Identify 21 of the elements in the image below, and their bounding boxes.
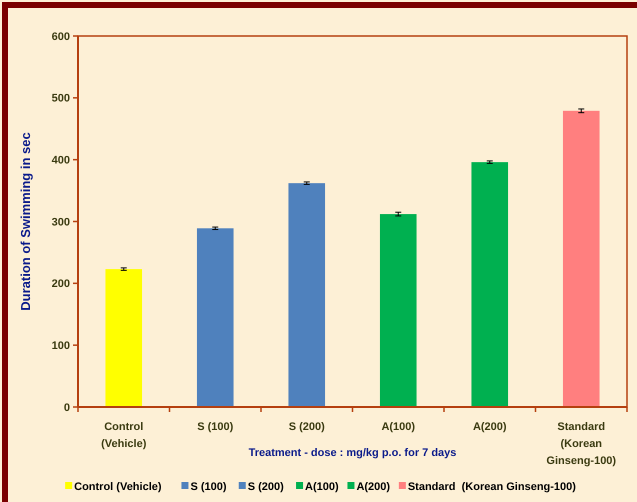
x-tick-label: A(100) (381, 421, 416, 433)
y-tick-label: 0 (64, 402, 70, 414)
x-tick-label: S (200) (288, 421, 326, 433)
legend-label: A(200) (356, 481, 390, 493)
y-axis-title: Duration of Swimming in sec (18, 132, 33, 311)
legend-label: Control (Vehicle) (74, 481, 162, 493)
y-tick-label: 600 (52, 30, 70, 43)
y-tick-label: 200 (52, 278, 70, 290)
x-tick-label: S (100) (197, 421, 234, 433)
x-axis-title: Treatment - dose : mg/kg p.o. for 7 days (248, 447, 456, 459)
y-tick-label: 300 (52, 216, 70, 228)
y-tick-label: 500 (52, 92, 70, 105)
x-tick-label: Standard (Korean Ginseng-100) (546, 421, 616, 467)
legend-label: S (200) (248, 481, 284, 493)
legend-label: S (100) (190, 481, 227, 493)
x-tick-label: Control (Vehicle) (101, 421, 147, 450)
legend-label: Standard (Korean Ginseng-100) (408, 481, 576, 493)
x-tick-label: A(200) (472, 421, 507, 433)
y-tick-label: 100 (52, 340, 70, 352)
y-tick-label: 400 (52, 154, 70, 167)
legend-label: A(100) (305, 481, 340, 493)
